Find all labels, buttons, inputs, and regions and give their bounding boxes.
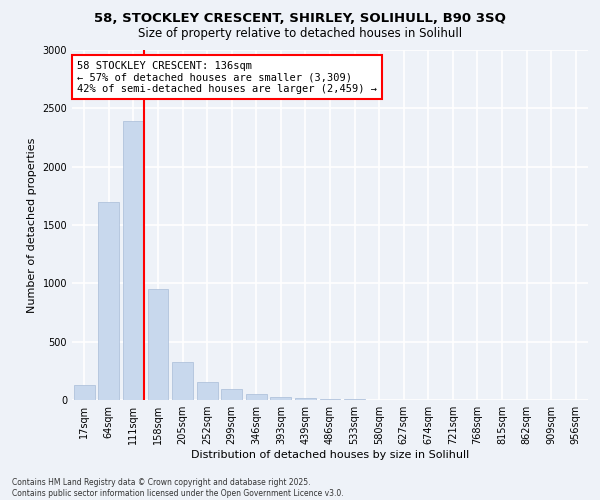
Bar [197,382,218,400]
Bar [148,289,169,400]
Bar [246,394,267,400]
Bar [98,202,119,400]
Bar [295,398,316,400]
Bar [123,121,144,400]
Bar [221,389,242,400]
Text: 58 STOCKLEY CRESCENT: 136sqm
← 57% of detached houses are smaller (3,309)
42% of: 58 STOCKLEY CRESCENT: 136sqm ← 57% of de… [77,60,377,94]
Bar [271,397,292,400]
Text: 58, STOCKLEY CRESCENT, SHIRLEY, SOLIHULL, B90 3SQ: 58, STOCKLEY CRESCENT, SHIRLEY, SOLIHULL… [94,12,506,26]
Text: Contains HM Land Registry data © Crown copyright and database right 2025.
Contai: Contains HM Land Registry data © Crown c… [12,478,344,498]
Bar [320,399,340,400]
Bar [74,385,95,400]
Bar [172,362,193,400]
X-axis label: Distribution of detached houses by size in Solihull: Distribution of detached houses by size … [191,450,469,460]
Y-axis label: Number of detached properties: Number of detached properties [27,138,37,312]
Text: Size of property relative to detached houses in Solihull: Size of property relative to detached ho… [138,28,462,40]
